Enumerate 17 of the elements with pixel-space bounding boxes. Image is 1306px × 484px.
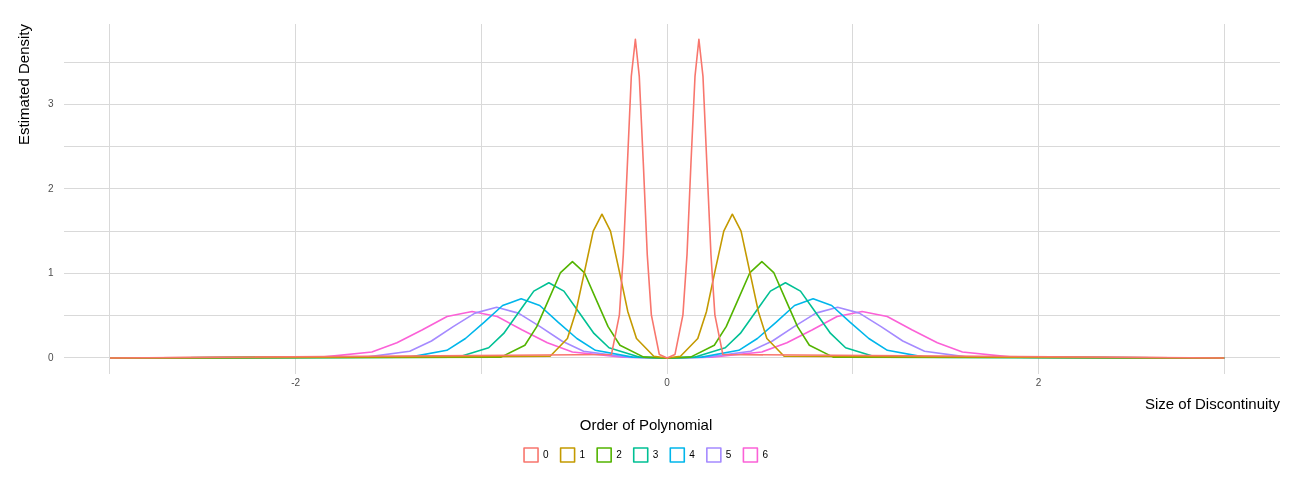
y-tick-label: 0 [48, 351, 54, 363]
legend-label: 6 [762, 448, 769, 460]
legend-label: 2 [616, 448, 623, 460]
y-tick-label: 2 [48, 182, 54, 194]
y-tick-label: 1 [48, 267, 54, 279]
y-axis-title: Estimated Density [15, 23, 33, 145]
legend-title: Order of Polynomial [579, 415, 713, 433]
legend-label: 4 [689, 448, 696, 460]
legend-label: 0 [543, 448, 550, 460]
legend-label: 5 [725, 448, 732, 460]
legend-label: 1 [579, 448, 586, 460]
x-tick-label: 0 [664, 376, 671, 388]
x-axis-title: Size of Discontinuity [1144, 395, 1281, 413]
legend-label: 3 [652, 448, 659, 460]
x-tick-label: 2 [1035, 376, 1042, 388]
y-tick-label: 3 [48, 98, 54, 110]
x-tick-label: -2 [291, 376, 301, 388]
